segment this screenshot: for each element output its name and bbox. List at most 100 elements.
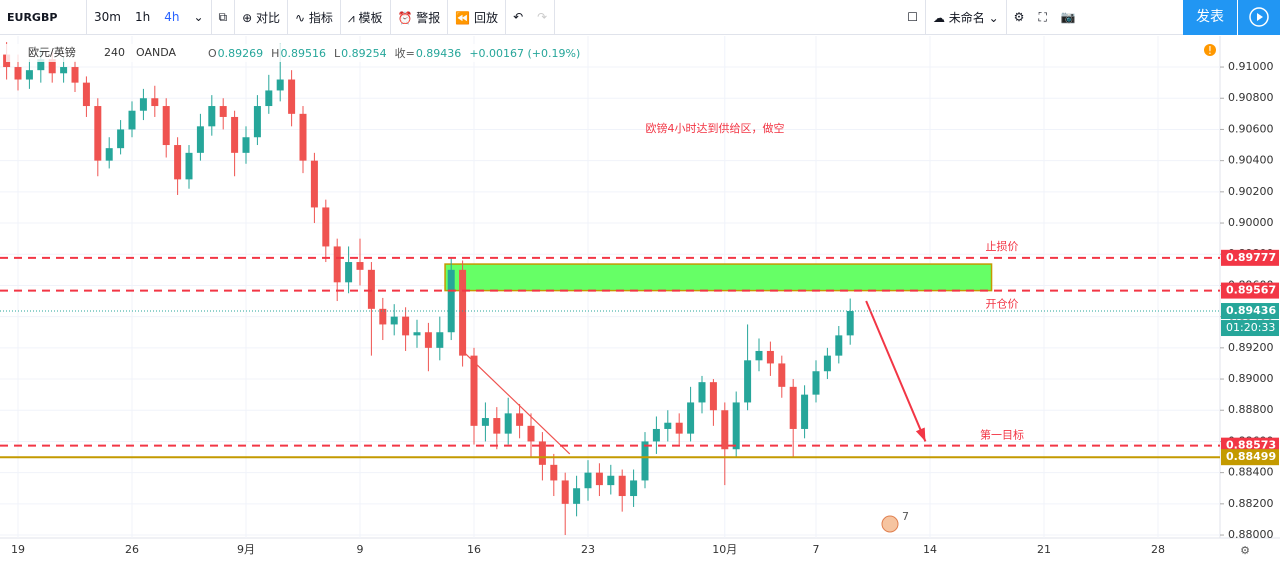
candle-body — [538, 441, 546, 465]
separator — [924, 0, 926, 35]
candle-body — [835, 335, 843, 356]
legend-value: 0.89254 — [341, 47, 387, 60]
candle-body — [675, 422, 683, 434]
candle-body — [493, 418, 501, 434]
undo[interactable]: ↶ — [513, 10, 524, 24]
interval[interactable]: 30m — [94, 10, 121, 24]
candle-body — [481, 418, 489, 426]
y-tick-label: 0.90600 — [1228, 122, 1274, 135]
level-name: 止损价 — [986, 239, 1019, 253]
label: 回放 — [474, 10, 499, 25]
layout-name[interactable]: ☁ 未命名 ⌄ — [932, 10, 999, 25]
replay-button[interactable]: ⏪ 回放 — [455, 10, 499, 25]
candle-body — [732, 402, 740, 450]
countdown-tag — [1221, 320, 1279, 337]
candle-body — [71, 67, 79, 83]
separator — [210, 0, 212, 35]
candle-body — [812, 371, 820, 395]
snapshot[interactable]: 📷 — [1060, 10, 1076, 24]
candle-body — [755, 350, 763, 361]
indicator-button[interactable]: ∿ 指标 — [295, 10, 333, 25]
candle-body — [721, 410, 729, 450]
candle-body — [595, 472, 603, 486]
alert-button[interactable]: ⏰ 警报 — [397, 10, 441, 25]
candle-body — [139, 98, 147, 111]
level-name: 第一目标 — [980, 428, 1024, 442]
candle-body — [436, 332, 444, 348]
compare-button[interactable]: ⊕ 对比 — [242, 10, 280, 25]
candle-body — [744, 360, 752, 403]
price-tag-label: 0.89436 — [1226, 304, 1276, 317]
publish-button[interactable]: 发表 — [1183, 0, 1237, 35]
label: 未命名 — [948, 10, 985, 25]
separator — [389, 0, 391, 35]
candle-body — [219, 106, 227, 117]
separator — [505, 0, 507, 35]
separator — [339, 0, 341, 35]
legend-change: +0.00167 (+0.19%) — [469, 47, 580, 60]
dropdown[interactable]: ⌄ — [193, 10, 204, 24]
candle-body — [584, 472, 592, 489]
candle-body — [14, 67, 22, 80]
chart-title: 欧元/英镑 — [28, 45, 76, 59]
candle-body — [128, 110, 136, 130]
alert-mark: ! — [1208, 44, 1212, 57]
chart-style[interactable]: ⧉ — [218, 9, 228, 24]
x-tick-label: 21 — [1037, 543, 1051, 556]
candle-body — [356, 262, 364, 270]
candle-body — [162, 106, 170, 146]
candle-body — [265, 90, 273, 107]
candle-body — [185, 152, 193, 180]
candle-body — [778, 363, 786, 387]
candle-body — [345, 262, 353, 283]
fullscreen[interactable]: ⛶ — [1038, 9, 1047, 24]
interval: 240 — [104, 46, 125, 59]
label: 指标 — [308, 10, 333, 25]
interval[interactable]: 1h — [134, 10, 151, 24]
candle-body — [470, 355, 478, 426]
event-count: 7 — [902, 510, 909, 523]
candle-body — [789, 386, 797, 429]
candle-body — [242, 137, 250, 153]
candle-body — [174, 145, 182, 180]
candle-body — [117, 129, 125, 149]
redo[interactable]: ↷ — [537, 10, 548, 24]
candle-body — [630, 480, 638, 497]
play-icon — [1249, 7, 1269, 27]
countdown: 01:20:33 — [1226, 321, 1275, 334]
y-tick-label: 0.90200 — [1228, 185, 1274, 198]
price-tag — [1221, 449, 1279, 466]
y-tick-label: 0.88400 — [1228, 466, 1274, 479]
candle-body — [367, 269, 375, 309]
y-tick-label: 0.90000 — [1228, 216, 1274, 229]
separator — [287, 0, 288, 35]
candle-body — [25, 70, 33, 80]
candle-body — [288, 79, 296, 114]
separator — [447, 0, 449, 35]
x-tick-label: 14 — [923, 543, 937, 556]
annotation: 欧镑4小时达到供给区，做空 — [646, 121, 785, 135]
candle-body — [652, 428, 660, 442]
y-tick-label: 0.91000 — [1228, 60, 1274, 73]
candle-body — [573, 488, 581, 504]
legend-label: L — [334, 47, 341, 60]
play-button[interactable] — [1237, 0, 1280, 35]
y-tick-label: 0.88800 — [1228, 403, 1274, 416]
y-tick-label: 0.88200 — [1228, 497, 1274, 510]
source: OANDA — [136, 46, 176, 59]
candle-body — [698, 382, 706, 403]
axis-settings[interactable]: ⚙ — [1240, 544, 1250, 557]
interval[interactable]: 4h — [164, 10, 180, 24]
settings[interactable]: ⚙ — [1013, 10, 1025, 24]
candle-body — [424, 332, 432, 348]
candle-body — [550, 464, 558, 481]
candle-body — [390, 316, 398, 325]
candle-body — [607, 475, 615, 486]
template-button[interactable]: ⩘ 模板 — [347, 10, 383, 25]
symbol[interactable]: EURGBP — [7, 10, 58, 24]
layout-icon[interactable]: ☐ — [907, 10, 918, 24]
candle-body — [322, 207, 330, 247]
candle-body — [823, 355, 831, 372]
candle-body — [664, 422, 672, 429]
